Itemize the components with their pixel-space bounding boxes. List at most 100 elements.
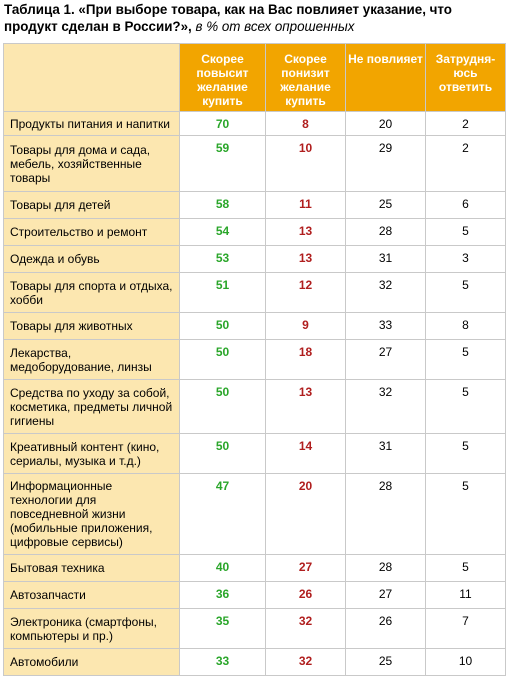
value-no-effect: 31: [345, 433, 426, 474]
value-increase: 70: [179, 111, 266, 136]
value-decrease: 20: [265, 473, 346, 555]
value-unsure: 2: [425, 111, 506, 136]
value-no-effect: 20: [345, 111, 426, 136]
header-decrease: Скорее понизит желание купить: [265, 43, 346, 112]
survey-table: Скорее повысит желание купить Скорее пон…: [3, 43, 506, 676]
row-label: Товары для дома и сада, мебель, хозяйств…: [3, 135, 180, 192]
value-no-effect: 27: [345, 339, 426, 380]
value-no-effect: 32: [345, 379, 426, 434]
value-decrease: 18: [265, 339, 346, 380]
value-decrease: 10: [265, 135, 346, 192]
table-row: Информационные технологии для повседневн…: [3, 473, 506, 555]
table-row: Автомобили 33 32 25 10: [3, 648, 506, 676]
value-no-effect: 28: [345, 473, 426, 555]
value-increase: 50: [179, 433, 266, 474]
value-no-effect: 31: [345, 245, 426, 273]
value-increase: 47: [179, 473, 266, 555]
row-label: Креативный контент (кино, сериалы, музык…: [3, 433, 180, 474]
value-increase: 53: [179, 245, 266, 273]
value-no-effect: 29: [345, 135, 426, 192]
value-unsure: 5: [425, 339, 506, 380]
value-decrease: 32: [265, 608, 346, 649]
value-unsure: 5: [425, 433, 506, 474]
row-label: Средства по уходу за собой, косметика, п…: [3, 379, 180, 434]
value-no-effect: 25: [345, 191, 426, 219]
row-label: Одежда и обувь: [3, 245, 180, 273]
value-decrease: 12: [265, 272, 346, 313]
value-decrease: 13: [265, 245, 346, 273]
table-row: Одежда и обувь 53 13 31 3: [3, 245, 506, 273]
value-no-effect: 32: [345, 272, 426, 313]
row-label: Автозапчасти: [3, 581, 180, 609]
value-unsure: 8: [425, 312, 506, 340]
value-unsure: 5: [425, 379, 506, 434]
value-decrease: 13: [265, 218, 346, 246]
value-increase: 54: [179, 218, 266, 246]
value-increase: 35: [179, 608, 266, 649]
value-unsure: 5: [425, 218, 506, 246]
header-unsure: Затрудня-юсь ответить: [425, 43, 506, 112]
table-row: Товары для спорта и отдыха, хобби 51 12 …: [3, 272, 506, 313]
table-row: Товары для дома и сада, мебель, хозяйств…: [3, 135, 506, 192]
value-no-effect: 33: [345, 312, 426, 340]
row-label: Бытовая техника: [3, 554, 180, 582]
value-increase: 50: [179, 312, 266, 340]
value-unsure: 5: [425, 473, 506, 555]
value-no-effect: 25: [345, 648, 426, 676]
header-increase: Скорее повысит желание купить: [179, 43, 266, 112]
row-label: Информационные технологии для повседневн…: [3, 473, 180, 555]
row-label: Автомобили: [3, 648, 180, 676]
value-unsure: 6: [425, 191, 506, 219]
table-row: Товары для детей 58 11 25 6: [3, 191, 506, 219]
value-unsure: 10: [425, 648, 506, 676]
value-decrease: 14: [265, 433, 346, 474]
value-unsure: 11: [425, 581, 506, 609]
value-unsure: 7: [425, 608, 506, 649]
value-increase: 58: [179, 191, 266, 219]
table-row: Электроника (смартфоны, компьютеры и пр.…: [3, 608, 506, 649]
value-decrease: 13: [265, 379, 346, 434]
row-label: Строительство и ремонт: [3, 218, 180, 246]
value-increase: 50: [179, 339, 266, 380]
row-label: Товары для спорта и отдыха, хобби: [3, 272, 180, 313]
value-decrease: 8: [265, 111, 346, 136]
value-unsure: 5: [425, 272, 506, 313]
table-row: Строительство и ремонт 54 13 28 5: [3, 218, 506, 246]
value-decrease: 26: [265, 581, 346, 609]
row-label: Товары для детей: [3, 191, 180, 219]
value-decrease: 9: [265, 312, 346, 340]
table-row: Средства по уходу за собой, косметика, п…: [3, 379, 506, 434]
value-no-effect: 28: [345, 554, 426, 582]
table-row: Товары для животных 50 9 33 8: [3, 312, 506, 340]
value-no-effect: 27: [345, 581, 426, 609]
value-no-effect: 28: [345, 218, 426, 246]
table-title-bold: Таблица 1. «При выборе товара, как на Ва…: [4, 2, 452, 34]
row-label: Продукты питания и напитки: [3, 111, 180, 136]
value-increase: 36: [179, 581, 266, 609]
table-row: Креативный контент (кино, сериалы, музык…: [3, 433, 506, 474]
header-no-effect: Не повлияет: [345, 43, 426, 112]
value-unsure: 3: [425, 245, 506, 273]
table-row: Автозапчасти 36 26 27 11: [3, 581, 506, 609]
value-increase: 40: [179, 554, 266, 582]
row-label: Товары для животных: [3, 312, 180, 340]
value-no-effect: 26: [345, 608, 426, 649]
value-increase: 33: [179, 648, 266, 676]
value-unsure: 2: [425, 135, 506, 192]
table-row: Продукты питания и напитки 70 8 20 2: [3, 111, 506, 136]
value-decrease: 27: [265, 554, 346, 582]
table-row: Бытовая техника 40 27 28 5: [3, 554, 506, 582]
row-label: Лекарства, медоборудование, линзы: [3, 339, 180, 380]
table-row: Лекарства, медоборудование, линзы 50 18 …: [3, 339, 506, 380]
header-empty-cell: [3, 43, 180, 112]
value-increase: 50: [179, 379, 266, 434]
table-title-italic: в % от всех опрошенных: [191, 19, 355, 34]
value-decrease: 11: [265, 191, 346, 219]
value-unsure: 5: [425, 554, 506, 582]
value-increase: 59: [179, 135, 266, 192]
row-label: Электроника (смартфоны, компьютеры и пр.…: [3, 608, 180, 649]
value-increase: 51: [179, 272, 266, 313]
table-title: Таблица 1. «При выборе товара, как на Ва…: [4, 1, 504, 35]
value-decrease: 32: [265, 648, 346, 676]
header-row: Скорее повысит желание купить Скорее пон…: [3, 43, 506, 112]
